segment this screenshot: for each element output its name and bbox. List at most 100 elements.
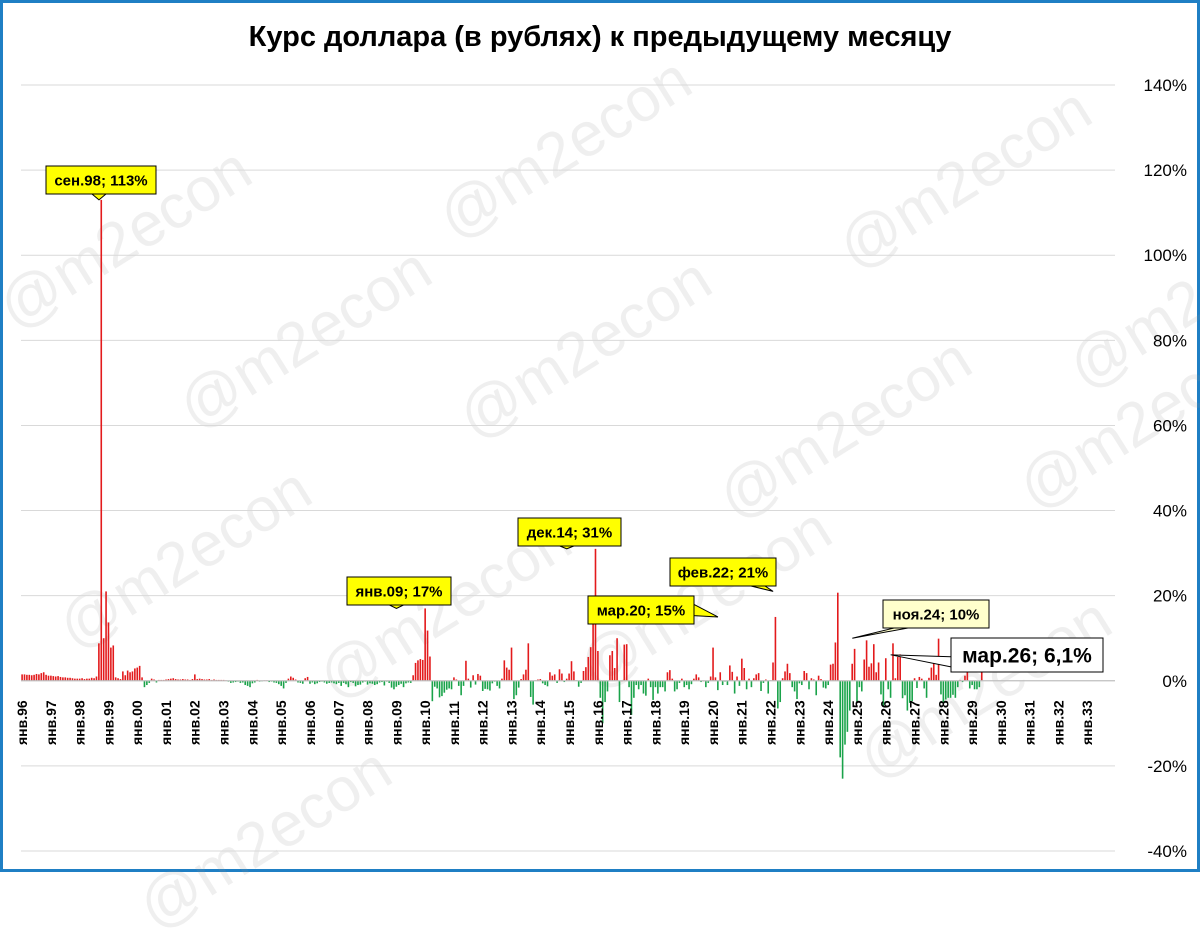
bar [93,678,95,681]
bar [371,680,374,684]
bar [589,647,592,681]
callout-box [950,637,1104,673]
bar [952,680,954,695]
bar [153,679,155,681]
bar [484,680,486,689]
bar [688,680,690,690]
bar [138,665,141,681]
bar [489,680,491,691]
bar [561,673,563,681]
bar [709,676,712,681]
bar [681,678,683,681]
bar [186,679,189,681]
x-tick-label: янв.03 [216,700,232,745]
bar [26,674,28,681]
bar [268,680,271,683]
bar [414,662,417,681]
bar [409,680,412,683]
bar [479,675,482,681]
bar [556,680,558,683]
bar [330,680,333,683]
bar [801,680,803,686]
bar [798,680,801,684]
bar [597,650,599,681]
bar [587,656,590,681]
bar [733,680,736,694]
bar [793,680,796,692]
bar [582,670,585,681]
annotation-label: фев.22; 21% [678,564,769,581]
bar [230,680,232,683]
bar [683,680,686,688]
bar [373,680,376,686]
bar [580,680,582,683]
annotation-callout: ноя.24; 10% [852,599,990,639]
bar [462,680,465,686]
bar-series [21,199,983,779]
bar [318,680,321,683]
bar [563,680,566,683]
y-tick-label: 140% [1144,76,1187,95]
bar [86,678,88,681]
bar [477,673,479,681]
bar [529,680,532,697]
bar [928,677,930,681]
bar [693,678,695,681]
bar [884,658,887,681]
bar [673,680,676,692]
bar [460,680,462,696]
bar [78,678,81,681]
bar [424,608,426,681]
bar [601,680,604,724]
bar [654,680,657,688]
annotation-label: мар.26; 6,1% [962,645,1092,668]
bar [930,667,933,681]
bar [932,658,935,681]
bar [750,680,753,688]
bar [337,680,340,683]
x-tick-label: янв.16 [590,700,606,745]
bar [971,680,973,686]
bar [64,677,67,681]
bar [472,675,474,681]
bar [105,591,107,681]
x-tick-label: янв.32 [1050,700,1066,745]
bar [21,674,23,681]
bar [143,680,146,688]
bar [282,680,285,689]
bar [167,679,170,681]
x-tick-label: янв.98 [72,700,88,745]
bar [592,623,594,681]
bar [808,680,810,690]
bar [637,680,640,690]
bar [45,674,47,681]
x-tick-label: янв.33 [1079,700,1095,745]
bar [402,680,405,688]
bar [765,679,767,681]
x-tick-label: янв.24 [820,700,836,745]
bar [568,673,570,681]
bar [74,678,76,681]
bar [333,680,335,684]
bar [517,680,520,688]
bar [98,643,100,681]
bar [738,680,741,686]
bar [947,680,949,698]
bar [705,680,707,688]
bar [311,680,314,683]
x-tick-label: янв.30 [993,700,1009,745]
bar [150,678,153,681]
bar [894,678,897,681]
bar [134,668,136,681]
bar [577,680,580,687]
callout-pointer [90,193,108,201]
bar [328,680,330,683]
callout-box [587,595,695,625]
bar [62,677,64,681]
bar [33,674,35,681]
bar [968,680,971,689]
bar [532,680,534,705]
grid-lines [21,84,1115,852]
bar [359,680,362,685]
bar [911,680,913,702]
